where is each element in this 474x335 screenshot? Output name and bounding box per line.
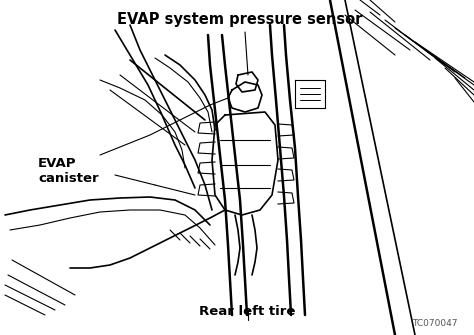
- Text: EVAP
canister: EVAP canister: [38, 157, 99, 185]
- Text: Rear left tire: Rear left tire: [199, 305, 295, 318]
- Text: TC070047: TC070047: [412, 319, 458, 328]
- Text: EVAP system pressure sensor: EVAP system pressure sensor: [117, 12, 363, 27]
